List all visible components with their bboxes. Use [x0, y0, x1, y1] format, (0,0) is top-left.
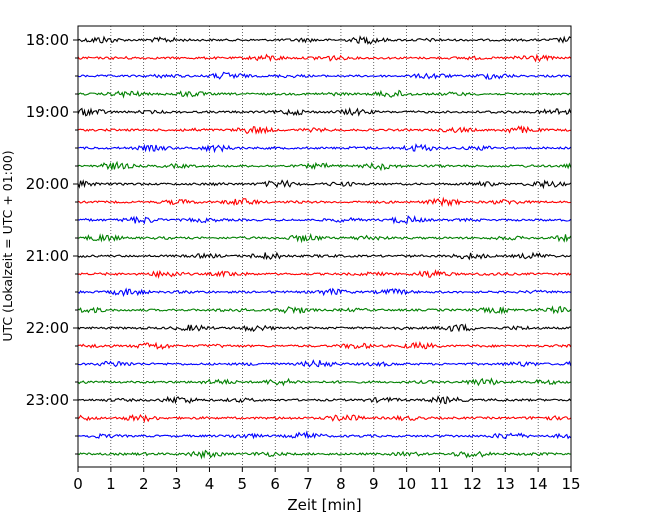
- trace-line: [77, 287, 571, 298]
- y-ticks: 18:00 19:00 20:00 21:00 22:00 23:00: [26, 31, 78, 455]
- x-tick-label: 10: [397, 475, 416, 493]
- y-tick-label: 23:00: [26, 391, 69, 409]
- trace-line: [77, 377, 571, 387]
- trace-line: [77, 71, 571, 80]
- trace-line: [77, 215, 572, 225]
- x-tick-label: 13: [496, 475, 515, 493]
- x-tick-label: 6: [270, 475, 280, 493]
- x-tick-label: 3: [172, 475, 182, 493]
- trace-line: [78, 341, 572, 350]
- x-tick-label: 2: [139, 475, 149, 493]
- trace-line: [77, 268, 572, 280]
- trace-line: [77, 125, 571, 135]
- axes-frame: [77, 25, 572, 468]
- trace-line: [77, 179, 572, 190]
- trace-line: [77, 305, 572, 315]
- trace-line: [77, 106, 572, 117]
- trace-line: [77, 430, 572, 440]
- trace-line: [77, 413, 571, 424]
- y-tick-label: 22:00: [26, 319, 69, 337]
- trace-line: [77, 323, 571, 333]
- y-tick-label: 19:00: [26, 103, 69, 121]
- trace-line: [77, 35, 571, 45]
- x-tick-label: 7: [303, 475, 313, 493]
- y-axis-label: UTC (Lokalzeit = UTC + 01:00): [0, 150, 15, 341]
- x-tick-label: 11: [430, 475, 449, 493]
- trace-line: [77, 143, 572, 154]
- x-tick-label: 5: [238, 475, 248, 493]
- x-tick-label: 1: [106, 475, 116, 493]
- trace-line: [77, 89, 571, 99]
- x-tick-label: 9: [369, 475, 379, 493]
- y-tick-label: 21:00: [26, 247, 69, 265]
- y-tick-label: 20:00: [26, 175, 69, 193]
- x-axis-label: Zeit [min]: [287, 496, 361, 514]
- trace-line: [77, 395, 572, 405]
- y-tick-label: 18:00: [26, 31, 69, 49]
- x-tick-label: 15: [561, 475, 580, 493]
- trace-line: [77, 53, 572, 63]
- x-tick-label: 0: [73, 475, 83, 493]
- trace-line: [77, 160, 572, 172]
- traces: [77, 35, 572, 460]
- x-tick-label: 14: [529, 475, 548, 493]
- trace-line: [77, 251, 572, 261]
- trace-line: [77, 359, 572, 368]
- x-tick-label: 12: [463, 475, 482, 493]
- trace-line: [77, 232, 572, 244]
- x-tick-label: 4: [205, 475, 215, 493]
- x-tick-label: 8: [336, 475, 346, 493]
- trace-line: [77, 449, 571, 460]
- trace-line: [77, 196, 571, 208]
- x-ticks: 0 1 2 3 4 5 6 7 8 9 10 11 12 13 14 15: [73, 467, 581, 493]
